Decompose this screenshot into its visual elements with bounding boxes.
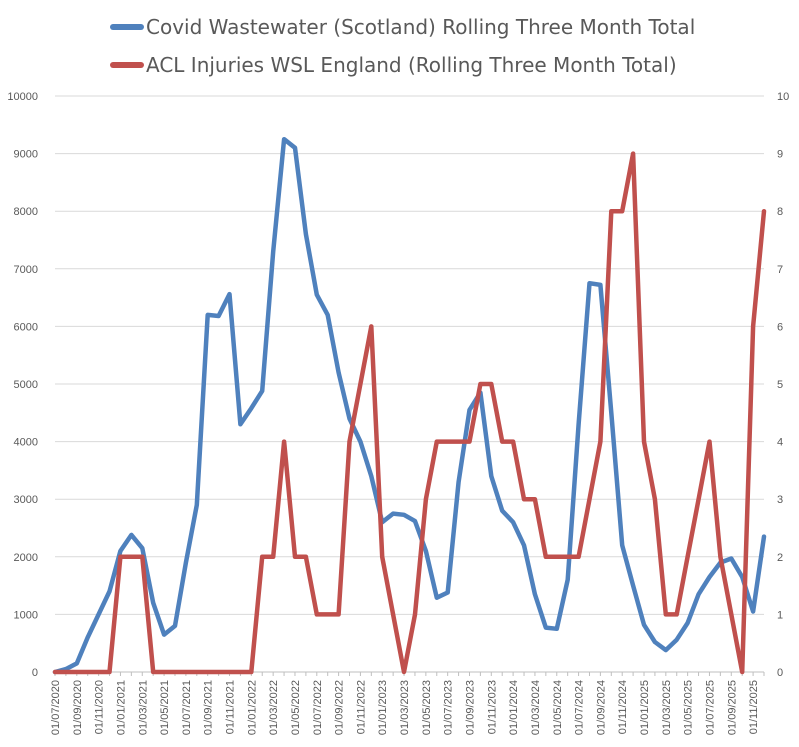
y-left-tick-label: 0 <box>32 667 38 679</box>
x-tick-label: 01/07/2021 <box>181 680 193 735</box>
x-tick-label: 01/11/2024 <box>617 680 629 734</box>
y-right-tick-label: 4 <box>777 437 783 449</box>
y-right-tick-label: 5 <box>777 379 783 391</box>
legend: Covid Wastewater (Scotland) Rolling Thre… <box>110 15 695 77</box>
x-tick-label: 01/11/2022 <box>355 680 367 734</box>
x-tick-label: 01/09/2024 <box>595 680 607 735</box>
x-tick-label: 01/11/2025 <box>748 680 760 734</box>
series-line-covid <box>52 136 767 675</box>
x-tick-label: 01/07/2024 <box>574 680 586 735</box>
y-right-tick-label: 2 <box>777 552 783 564</box>
y-right-tick-label: 8 <box>777 206 783 218</box>
x-tick-label: 01/01/2024 <box>508 680 520 735</box>
y-left-tick-label: 1000 <box>14 609 38 621</box>
y-right-tick-label: 3 <box>777 494 783 506</box>
x-tick-label: 01/03/2025 <box>661 680 673 735</box>
x-tick-label: 01/07/2020 <box>50 680 62 735</box>
x-tick-label: 01/11/2020 <box>94 680 106 734</box>
x-tick-label: 01/09/2025 <box>726 680 738 735</box>
x-tick-label: 01/01/2022 <box>246 680 258 735</box>
y-left-tick-label: 6000 <box>14 321 38 333</box>
right-y-axis: 0 1 2 3 4 5 6 7 8 9 10 <box>777 91 789 679</box>
y-left-tick-label: 2000 <box>14 552 38 564</box>
x-tick-label: 01/09/2022 <box>334 680 346 735</box>
y-right-tick-label: 1 <box>777 609 783 621</box>
y-right-tick-label: 7 <box>777 264 783 276</box>
y-right-tick-label: 0 <box>777 667 783 679</box>
legend-label-covid: Covid Wastewater (Scotland) Rolling Thre… <box>146 15 695 39</box>
x-tick-label: 01/11/2021 <box>225 680 237 734</box>
series-line-acl <box>52 151 767 675</box>
y-left-tick-label: 7000 <box>14 264 38 276</box>
x-tick-label: 01/03/2023 <box>399 680 411 735</box>
y-left-tick-label: 3000 <box>14 494 38 506</box>
x-tick-label: 01/01/2021 <box>115 680 127 735</box>
y-left-tick-label: 4000 <box>14 437 38 449</box>
y-right-tick-label: 6 <box>777 321 783 333</box>
x-tick-label: 01/09/2021 <box>203 680 215 735</box>
x-tick-label: 01/05/2023 <box>421 680 433 735</box>
x-tick-label: 01/09/2023 <box>464 680 476 735</box>
x-axis: 01/07/2020 01/09/2020 01/11/2020 01/01/2021… <box>50 671 765 735</box>
x-tick-label: 01/11/2023 <box>486 680 498 734</box>
y-left-tick-label: 8000 <box>14 206 38 218</box>
legend-entry-covid: Covid Wastewater (Scotland) Rolling Thre… <box>110 15 695 39</box>
y-right-tick-label: 9 <box>777 149 783 161</box>
x-tick-label: 01/07/2025 <box>704 680 716 735</box>
x-tick-label: 01/05/2022 <box>290 680 302 735</box>
x-tick-label: 01/07/2022 <box>312 680 324 735</box>
x-tick-label: 01/01/2025 <box>639 680 651 735</box>
legend-label-acl: ACL Injuries WSL England (Rolling Three … <box>146 53 677 77</box>
y-left-tick-label: 5000 <box>14 379 38 391</box>
y-right-tick-label: 10 <box>777 91 789 103</box>
x-tick-label: 01/09/2020 <box>72 680 84 735</box>
x-tick-label: 01/05/2024 <box>552 680 564 735</box>
x-tick-label: 01/03/2024 <box>530 680 542 735</box>
x-tick-label: 01/01/2023 <box>377 680 389 735</box>
legend-entry-acl: ACL Injuries WSL England (Rolling Three … <box>110 53 677 77</box>
x-tick-label: 01/03/2022 <box>268 680 280 735</box>
series-lines <box>52 136 767 675</box>
x-tick-label: 01/03/2021 <box>137 680 149 735</box>
x-tick-label: 01/05/2025 <box>683 680 695 735</box>
y-left-tick-label: 9000 <box>14 149 38 161</box>
gridlines <box>55 95 764 673</box>
x-tick-label: 01/07/2023 <box>443 680 455 735</box>
left-y-axis: 0 1000 2000 3000 4000 5000 6000 7000 8000 9000 100… <box>7 91 38 679</box>
y-left-tick-label: 10000 <box>7 91 38 103</box>
x-tick-label: 01/05/2021 <box>159 680 171 735</box>
